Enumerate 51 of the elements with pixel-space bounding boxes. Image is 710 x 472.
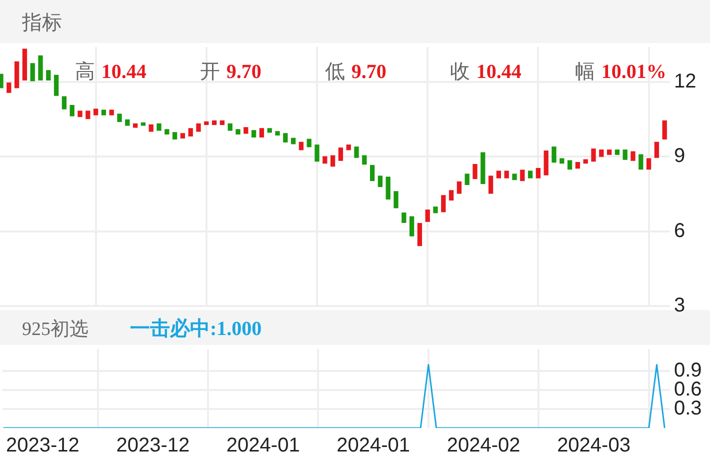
- candlestick: [662, 120, 667, 140]
- candlestick: [472, 164, 478, 180]
- candlestick: [654, 142, 660, 158]
- candlestick: [464, 174, 470, 186]
- text: 一击必中:1.000: [130, 316, 262, 342]
- candlestick: [62, 96, 67, 110]
- annotation: 高 10.44: [75, 59, 146, 83]
- candlestick: [54, 74, 59, 96]
- candlestick: [46, 70, 51, 81]
- candlestick: [314, 144, 320, 162]
- candlestick: [70, 104, 74, 116]
- candlestick: [441, 194, 446, 212]
- candlestick: [402, 212, 406, 224]
- candlestick: [520, 170, 525, 182]
- candlestick: [378, 176, 383, 188]
- x-tick-label: 2024-03: [557, 434, 630, 457]
- annotation: 开 9.70: [200, 59, 262, 83]
- candlestick: [488, 176, 494, 194]
- x-tick-label: 2024-01: [226, 434, 300, 457]
- candlestick: [409, 216, 414, 236]
- candlestick: [370, 164, 375, 182]
- candlestick: [6, 82, 12, 94]
- candlestick: [646, 158, 652, 170]
- candlestick: [394, 191, 398, 208]
- y-tick-label: 12: [674, 70, 696, 92]
- candlestick: [30, 62, 35, 82]
- chart-title: 925初选: [22, 318, 88, 342]
- x-tick-label: 2023-12: [116, 434, 190, 457]
- candlestick: [448, 190, 454, 201]
- candlestick: [638, 154, 644, 170]
- y-tick-label: 6: [674, 220, 686, 242]
- candlestick: [622, 149, 628, 160]
- annotation: 幅 10.01%: [575, 59, 666, 83]
- candlestick: [536, 168, 541, 178]
- chart-title: 指标: [22, 9, 62, 36]
- candlestick: [456, 181, 462, 194]
- x-tick-label: 2023-12: [6, 434, 80, 457]
- x-tick-label: 2024-02: [446, 434, 520, 457]
- candlestick: [386, 176, 390, 200]
- candlestick: [552, 146, 556, 163]
- candlestick: [417, 222, 422, 246]
- candlestick: [338, 147, 344, 162]
- x-tick-label: 2024-01: [336, 434, 410, 457]
- annotation: 低 9.70: [325, 59, 386, 83]
- candlestick: [354, 146, 359, 158]
- candlestick: [591, 148, 596, 162]
- annotation: 收 10.44: [450, 59, 522, 83]
- candlestick: [330, 155, 336, 167]
- y-tick-label: 3: [674, 294, 686, 317]
- y-tick-label: 9: [674, 145, 686, 168]
- candlestick: [425, 209, 430, 222]
